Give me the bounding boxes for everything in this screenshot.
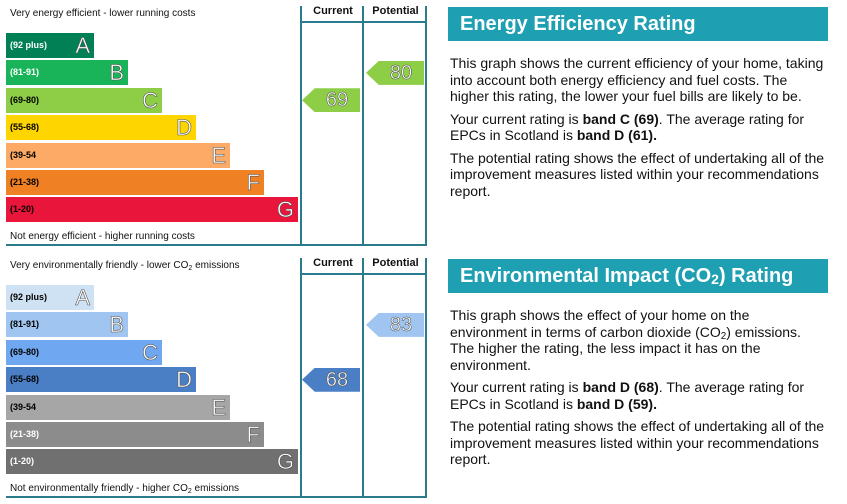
env-top-label: Very environmentally friendly - lower CO… <box>10 260 240 272</box>
energy-band-e: (39-54 E <box>6 142 230 168</box>
energy-panel-paragraph-2: Your current rating is band C (69). The … <box>450 110 805 144</box>
env-band-b: (81-91) B <box>6 312 128 338</box>
energy-band-letter: F <box>246 170 260 196</box>
env-potential-value: 83 <box>389 313 413 337</box>
energy-band-letter: B <box>109 60 124 86</box>
env-band-letter: C <box>142 339 158 365</box>
energy-current-arrow: 69 <box>302 88 360 113</box>
energy-info-panel: Energy Efficiency Rating This graph show… <box>448 7 828 199</box>
energy-divider-potential <box>362 6 364 244</box>
energy-potential-arrow: 80 <box>366 60 424 85</box>
energy-panel-title: Energy Efficiency Rating <box>448 7 828 41</box>
energy-band-letter: C <box>142 87 158 113</box>
env-band-range: (1-20) <box>10 456 35 467</box>
energy-panel-paragraph-3: The potential rating shows the effect of… <box>450 149 825 199</box>
energy-band-range: (39-54 <box>10 149 37 160</box>
energy-band-c: (69-80) C <box>6 87 162 113</box>
energy-band-range: (55-68) <box>10 122 40 133</box>
env-band-a: (92 plus) A <box>6 285 94 310</box>
energy-divider-current <box>300 6 302 244</box>
environmental-impact-chart: Very environmentally friendly - lower CO… <box>6 252 427 498</box>
energy-panel-paragraph-1: This graph shows the current efficiency … <box>450 55 824 104</box>
env-potential-arrow: 83 <box>366 312 424 337</box>
energy-divider-right <box>425 6 427 244</box>
env-band-letter: B <box>109 312 124 338</box>
env-panel-paragraph-2: Your current rating is band D (68). The … <box>450 379 805 412</box>
env-current-header: Current <box>313 257 353 269</box>
env-band-range: (39-54 <box>10 401 37 412</box>
energy-header-line <box>300 21 427 23</box>
energy-top-label: Very energy efficient - lower running co… <box>10 8 196 19</box>
energy-band-letter: E <box>211 142 226 168</box>
energy-potential-header: Potential <box>372 5 419 17</box>
energy-potential-value: 80 <box>389 61 413 85</box>
env-bottom-label: Not environmentally friendly - higher CO… <box>10 483 240 495</box>
env-band-d: (55-68) D <box>6 367 196 392</box>
env-band-range: (81-91) <box>10 319 40 330</box>
env-panel-title: Environmental Impact (CO2) Rating <box>448 259 828 293</box>
env-band-f: (21-38) F <box>6 422 264 447</box>
energy-band-a: (92 plus) A <box>6 33 94 58</box>
env-divider-current <box>300 258 302 496</box>
env-band-c: (69-80) C <box>6 339 162 365</box>
energy-band-d: (55-68) D <box>6 115 196 140</box>
env-band-letter: D <box>176 367 192 393</box>
env-band-letter: E <box>211 394 226 420</box>
energy-band-b: (81-91) B <box>6 60 128 86</box>
env-band-range: (92 plus) <box>10 292 48 302</box>
env-band-range: (21-38) <box>10 429 40 439</box>
energy-band-range: (92 plus) <box>10 40 48 50</box>
energy-band-range: (81-91) <box>10 67 40 78</box>
energy-band-range: (21-38) <box>10 177 40 187</box>
energy-band-f: (21-38) F <box>6 170 264 195</box>
energy-efficiency-chart: Very energy efficient - lower running co… <box>6 0 427 246</box>
env-band-range: (69-80) <box>10 346 40 357</box>
env-panel-paragraph-3: The potential rating shows the effect of… <box>450 418 825 467</box>
env-band-letter: G <box>276 449 295 475</box>
env-panel-paragraph-1: This graph shows the effect of your home… <box>450 307 801 373</box>
env-current-value: 68 <box>325 368 349 391</box>
energy-current-value: 69 <box>325 89 349 112</box>
env-band-g: (1-20) G <box>6 449 298 475</box>
energy-band-range: (69-80) <box>10 94 40 105</box>
env-band-letter: F <box>246 422 260 448</box>
env-info-panel: Environmental Impact (CO2) Rating This g… <box>448 259 828 468</box>
env-header-line <box>300 273 427 275</box>
env-divider-right <box>425 258 427 496</box>
energy-band-range: (1-20) <box>10 204 35 215</box>
env-potential-header: Potential <box>372 257 419 269</box>
env-band-e: (39-54 E <box>6 394 230 420</box>
energy-band-letter: D <box>176 115 192 141</box>
env-divider-potential <box>362 258 364 496</box>
env-band-range: (55-68) <box>10 374 40 385</box>
env-band-letter: A <box>75 285 90 311</box>
energy-band-letter: G <box>276 197 295 223</box>
energy-band-g: (1-20) G <box>6 197 298 223</box>
energy-current-header: Current <box>313 5 353 17</box>
energy-bottom-label: Not energy efficient - higher running co… <box>10 231 195 242</box>
env-current-arrow: 68 <box>302 367 360 392</box>
energy-band-letter: A <box>75 33 90 59</box>
